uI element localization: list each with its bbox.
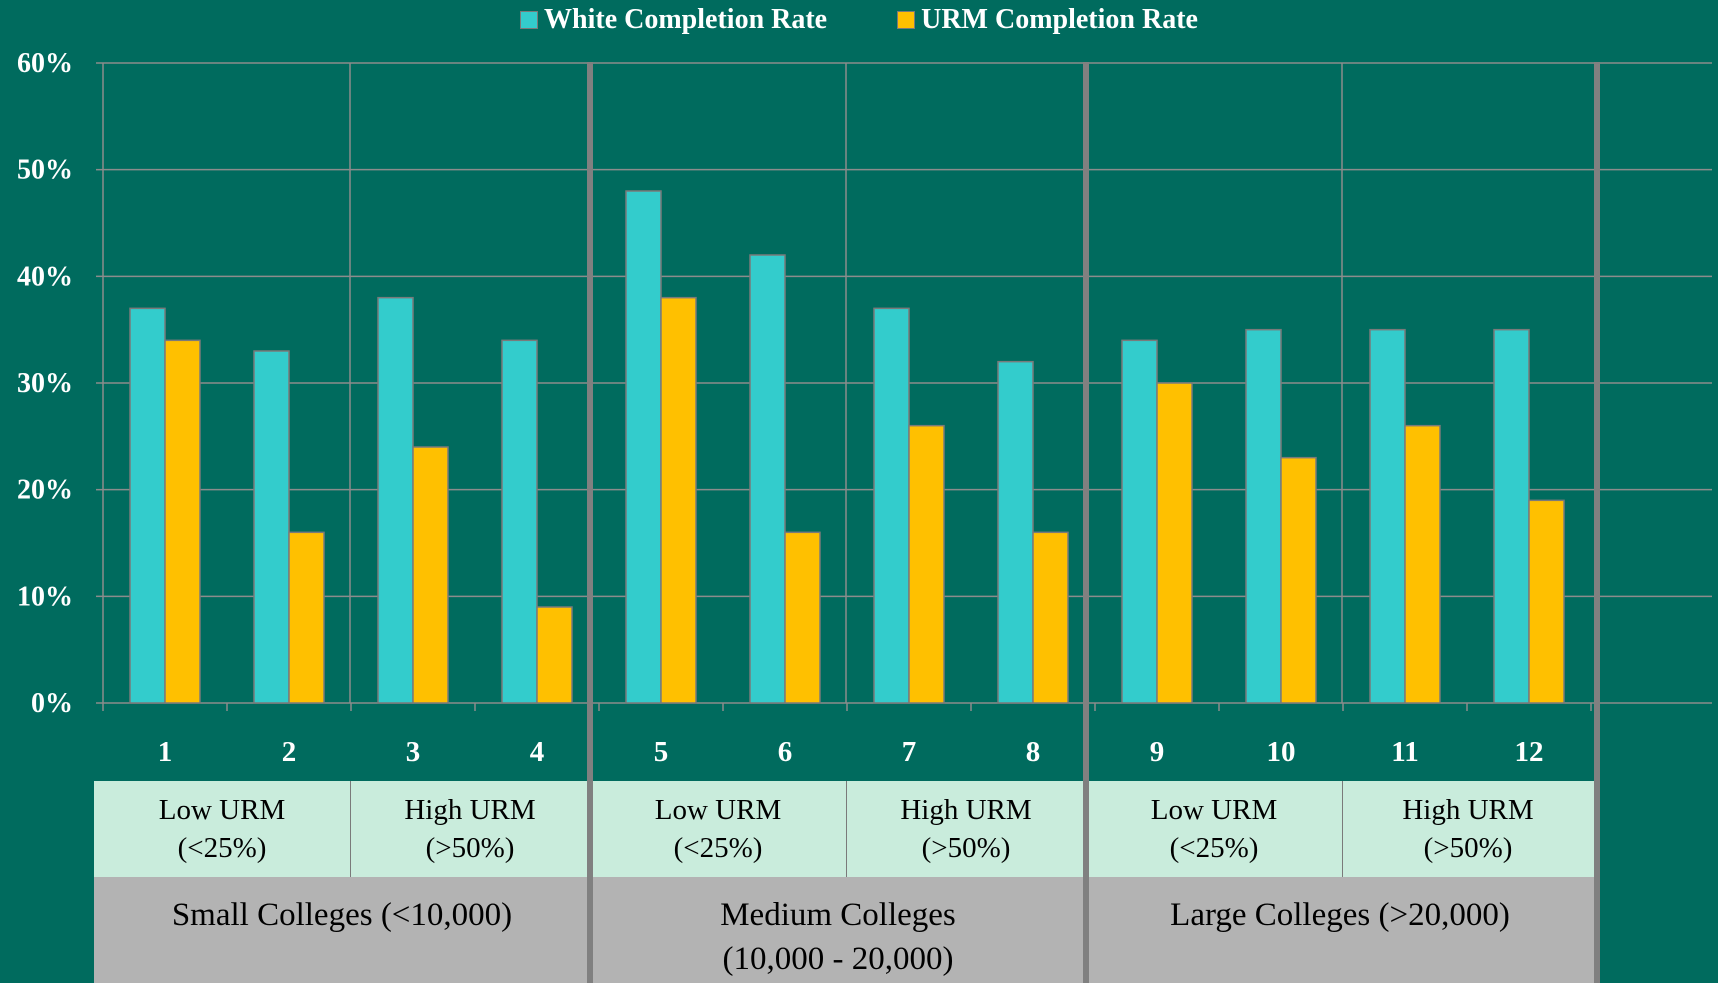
x-tick-label: 10: [1267, 736, 1296, 768]
urm-band-label: Low URM (<25%): [1150, 794, 1278, 864]
urm-band-divider: [350, 781, 351, 877]
y-tick-label: 20%: [17, 475, 73, 506]
bar-white-4: [501, 339, 538, 704]
legend: White Completion Rate URM Completion Rat…: [0, 4, 1718, 36]
bar-white-12: [1493, 328, 1530, 704]
urm-band-label: High URM (>50%): [404, 794, 536, 864]
y-tick-label: 30%: [17, 368, 73, 399]
y-axis: 0% 10% 20% 30% 40% 50% 60%: [17, 48, 104, 719]
bar-white-8: [997, 360, 1034, 704]
bar-urm-9: [1156, 382, 1193, 704]
bar-white-7: [873, 307, 910, 704]
group-divider: [587, 62, 593, 983]
y-tick-label: 0%: [31, 688, 73, 719]
size-band-medium: Medium Colleges (10,000 - 20,000): [590, 877, 1086, 983]
urm-band-divider: [846, 781, 847, 877]
size-band-label: Small Colleges (<10,000): [171, 897, 513, 933]
y-tick-label: 60%: [17, 48, 73, 79]
bar-white-6: [749, 254, 786, 704]
bar-white-3: [377, 296, 414, 704]
y-tick-label: 50%: [17, 155, 73, 186]
x-tick-label: 3: [406, 736, 421, 768]
x-tick-label: 12: [1515, 736, 1544, 768]
legend-swatch-white: [520, 11, 539, 29]
x-tick-label: 1: [158, 736, 173, 768]
x-tick-label: 5: [654, 736, 669, 768]
urm-band-label: High URM (>50%): [1402, 794, 1534, 864]
bar-white-9: [1121, 339, 1158, 704]
x-tick-label: 9: [1150, 736, 1165, 768]
y-tick-label: 40%: [17, 261, 73, 292]
size-band-large: Large Colleges (>20,000): [1086, 877, 1594, 983]
bar-series: [129, 190, 1565, 704]
group-divider: [1083, 62, 1089, 983]
urm-band-divider: [1342, 781, 1343, 877]
bar-urm-6: [784, 531, 821, 704]
urm-band-2: High URM (>50%): [350, 781, 590, 877]
bar-urm-7: [908, 424, 945, 704]
bar-urm-12: [1528, 499, 1565, 704]
urm-band-label: Low URM (<25%): [158, 794, 286, 864]
urm-band-label: Low URM (<25%): [654, 794, 782, 864]
x-tick-label: 8: [1026, 736, 1041, 768]
legend-item-urm: URM Completion Rate: [897, 4, 1198, 36]
legend-swatch-urm: [897, 11, 916, 29]
group-divider: [1594, 62, 1600, 983]
bar-white-5: [625, 190, 662, 704]
bar-urm-5: [660, 296, 697, 704]
urm-band-4: High URM (>50%): [846, 781, 1086, 877]
size-band-small: Small Colleges (<10,000): [94, 877, 590, 983]
bar-urm-8: [1032, 531, 1069, 704]
bar-white-1: [129, 307, 166, 704]
x-tick-label: 11: [1391, 736, 1418, 768]
bar-urm-2: [288, 531, 325, 704]
urm-band-label: High URM (>50%): [900, 794, 1032, 864]
bar-white-11: [1369, 328, 1406, 704]
legend-label-urm: URM Completion Rate: [921, 4, 1198, 35]
x-tick-label: 4: [530, 736, 545, 768]
x-tick-label: 2: [282, 736, 297, 768]
size-band-label: Medium Colleges (10,000 - 20,000): [720, 897, 956, 977]
bar-white-10: [1245, 328, 1282, 704]
urm-band-1: Low URM (<25%): [94, 781, 350, 877]
x-tick-label: 6: [778, 736, 793, 768]
legend-item-white: White Completion Rate: [520, 4, 827, 36]
urm-band-5: Low URM (<25%): [1086, 781, 1342, 877]
urm-band-6: High URM (>50%): [1342, 781, 1594, 877]
bar-urm-3: [412, 446, 449, 704]
x-axis: 1 2 3 4 5 6 7 8 9 10 11 12: [102, 703, 1592, 768]
bar-urm-10: [1280, 456, 1317, 704]
legend-label-white: White Completion Rate: [544, 4, 828, 35]
x-tick-label: 7: [902, 736, 917, 768]
urm-band-3: Low URM (<25%): [590, 781, 846, 877]
y-tick-label: 10%: [17, 581, 73, 612]
bar-urm-1: [164, 339, 201, 704]
size-band-label: Large Colleges (>20,000): [1170, 897, 1510, 933]
bar-urm-11: [1404, 424, 1441, 704]
bar-urm-4: [536, 606, 573, 704]
bar-white-2: [253, 350, 290, 704]
